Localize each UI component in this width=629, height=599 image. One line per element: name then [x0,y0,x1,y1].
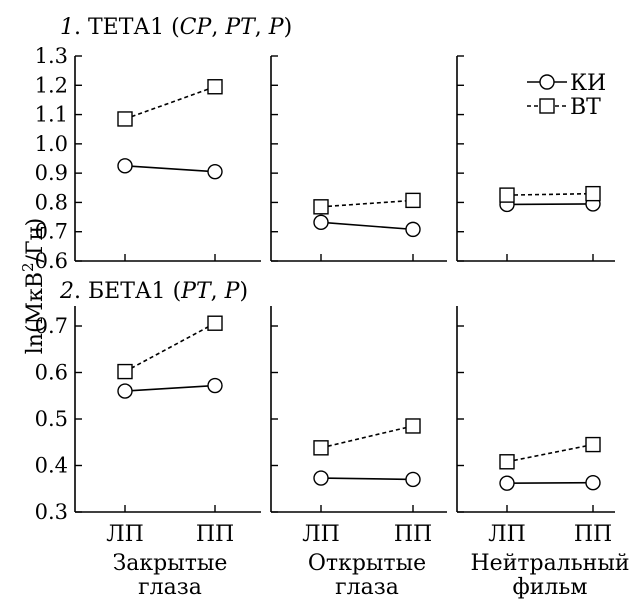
vt-square-marker [117,363,133,380]
panel-1-1 [74,55,261,262]
vt-series-line [506,192,594,196]
ki-circle-marker [405,221,421,238]
ki-series-line [320,477,414,481]
lead-name: CP [180,15,213,40]
lead-name: P [224,279,241,304]
y-tick-label: 0.8 [35,190,68,214]
ki-circle-marker [117,158,133,174]
x-tick-label: ЛП [302,522,340,547]
legend-square-marker [539,98,555,114]
vt-square-marker [585,185,601,202]
ki-series-line [124,384,216,392]
y-axis-label-unit: /Гц) [23,218,48,263]
vt-square-marker [207,315,223,331]
condition-label: Закрытые [113,551,228,576]
ki-circle-marker [585,475,601,491]
ki-series-line [124,165,216,173]
y-tick-label: 0.6 [35,249,68,273]
panel-number: 2 [59,279,74,304]
legend-label: ВТ [570,95,601,120]
vt-square-marker [405,192,421,209]
condition-label: фильм [513,575,588,599]
vt-series-line [320,199,414,208]
condition-label: глаза [335,575,399,599]
condition-label: Нейтральный [470,551,629,576]
panel-1-2 [270,55,447,262]
y-tick-label: 0.5 [35,407,68,431]
x-tick-label: ЛП [106,522,144,547]
paren-close: ) [284,15,293,40]
y-tick-label: 1.0 [35,132,68,156]
ki-circle-marker [313,214,329,231]
panel-band-name: БЕТА1 [88,279,166,304]
ki-circle-marker [499,475,515,491]
x-tick-label: ПП [574,522,612,547]
ki-circle-marker [313,470,329,486]
x-tick-label: ЛП [488,522,526,547]
x-tick-label: ПП [394,522,432,547]
lead-name: P [268,15,285,40]
y-tick-label: 0.7 [35,220,68,244]
ki-series-line [320,221,414,231]
lead-name: PT [224,15,257,40]
vt-square-marker [117,111,133,127]
vt-square-marker [499,454,515,470]
y-tick-label: 0.3 [35,500,68,524]
x-tick-label: ПП [196,522,234,547]
paren-open: ( [171,15,180,40]
panel-title: 1. ТЕТА1 (CP, PT, P) [60,15,292,40]
vt-square-marker [499,187,515,203]
y-tick-label: 0.4 [35,454,68,478]
y-tick-label: 1.1 [35,103,68,127]
chart-root: 1. ТЕТА1 (CP, PT, P) 0.6 0.7 0.8 0.9 1.0 1.1 1.… [19,15,629,599]
y-tick-label: 1.3 [35,44,68,68]
y-axis-label-main: ln(МкВ [23,272,48,354]
vt-square-marker [405,418,421,434]
vt-series-line [506,443,594,463]
vt-square-marker [585,436,601,453]
vt-square-marker [313,440,329,456]
ki-circle-marker [117,383,133,399]
condition-label: Открытые [308,551,426,576]
y-tick-label: 0.6 [35,361,68,385]
chart-1: 1. ТЕТА1 (CP, PT, P) 0.6 0.7 0.8 0.9 1.0 1.1 1.… [35,15,615,273]
ki-circle-marker [207,377,223,394]
vt-series-line [320,425,414,449]
panel-1-3 [456,55,615,262]
ki-series-line [506,203,594,206]
vt-square-marker [207,79,223,95]
lead-name: PT [180,279,213,304]
legend-circle-marker [539,74,555,90]
panel-band-name: ТЕТА1 [88,15,164,40]
panel-number: 1 [60,15,74,40]
vt-square-marker [313,199,329,215]
y-tick-label: 0.7 [35,314,68,338]
vt-series-line [124,322,216,373]
chart-2: 2. БЕТА1 (PT, P)0.30.40.50.60.7ЛП ППЗакры… [35,279,629,599]
vt-series-line [124,85,216,120]
y-tick-label: 1.2 [35,73,68,97]
y-axis-label: ln(МкВ2/Гц) [19,218,48,355]
condition-label: глаза [138,575,202,599]
ki-circle-marker [207,163,223,180]
ki-circle-marker [405,471,421,488]
paren-close: ) [239,279,248,304]
paren-open: ( [173,279,182,304]
y-tick-label: 0.9 [35,161,68,185]
panel-title: 2. БЕТА1 (PT, P) [59,279,248,304]
legend-label: КИ [570,71,606,96]
y-axis-label-superscript: 2 [19,262,37,272]
